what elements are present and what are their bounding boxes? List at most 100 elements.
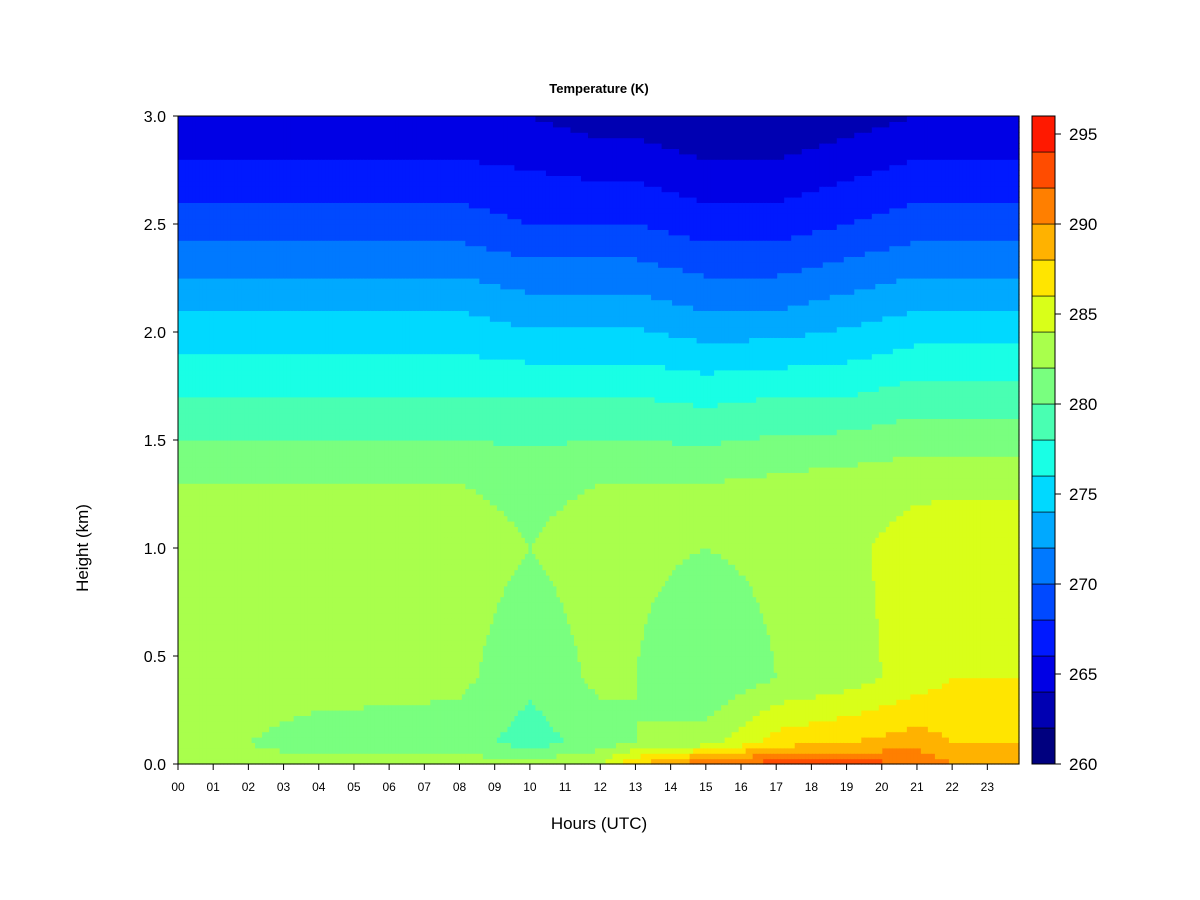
heatmap-cell bbox=[178, 732, 182, 738]
heatmap-cell bbox=[311, 402, 315, 408]
heatmap-cell bbox=[196, 516, 200, 522]
heatmap-cell bbox=[178, 148, 182, 154]
heatmap-cell bbox=[231, 289, 235, 295]
heatmap-cell bbox=[217, 645, 221, 651]
heatmap-cell bbox=[294, 381, 298, 387]
heatmap-cell bbox=[227, 602, 231, 608]
heatmap-cell bbox=[294, 580, 298, 586]
heatmap-cell bbox=[259, 386, 263, 392]
heatmap-cell bbox=[294, 721, 298, 727]
heatmap-cell bbox=[315, 294, 319, 300]
heatmap-cell bbox=[185, 591, 189, 597]
heatmap-cell bbox=[259, 613, 263, 619]
heatmap-cell bbox=[294, 694, 298, 700]
heatmap-cell bbox=[234, 483, 238, 489]
heatmap-cell bbox=[192, 246, 196, 252]
heatmap-cell bbox=[217, 732, 221, 738]
heatmap-cell bbox=[192, 310, 196, 316]
heatmap-cell bbox=[234, 537, 238, 543]
heatmap-cell bbox=[196, 591, 200, 597]
heatmap-cell bbox=[234, 251, 238, 257]
heatmap-cell bbox=[238, 640, 242, 646]
heatmap-cell bbox=[301, 192, 305, 198]
heatmap-cell bbox=[322, 505, 326, 511]
heatmap-cell bbox=[297, 148, 301, 154]
heatmap-cell bbox=[220, 294, 224, 300]
heatmap-cell bbox=[276, 429, 280, 435]
heatmap-cell bbox=[227, 381, 231, 387]
heatmap-cell bbox=[311, 516, 315, 522]
heatmap-cell bbox=[203, 121, 207, 127]
heatmap-cell bbox=[294, 127, 298, 133]
heatmap-cell bbox=[224, 537, 228, 543]
heatmap-cell bbox=[241, 397, 245, 403]
heatmap-cell bbox=[318, 386, 322, 392]
heatmap-cell bbox=[308, 532, 312, 538]
heatmap-cell bbox=[248, 229, 252, 235]
heatmap-cell bbox=[192, 656, 196, 662]
heatmap-cell bbox=[283, 742, 287, 748]
heatmap-cell bbox=[224, 667, 228, 673]
heatmap-cell bbox=[178, 408, 182, 414]
heatmap-cell bbox=[199, 516, 203, 522]
heatmap-cell bbox=[182, 651, 186, 657]
heatmap-cell bbox=[248, 634, 252, 640]
heatmap-cell bbox=[189, 715, 193, 721]
heatmap-cell bbox=[206, 429, 210, 435]
heatmap-cell bbox=[248, 289, 252, 295]
heatmap-cell bbox=[210, 186, 214, 192]
heatmap-cell bbox=[276, 575, 280, 581]
heatmap-cell bbox=[248, 121, 252, 127]
heatmap-cell bbox=[238, 742, 242, 748]
heatmap-cell bbox=[287, 683, 291, 689]
heatmap-cell bbox=[308, 116, 312, 122]
heatmap-cell bbox=[318, 483, 322, 489]
heatmap-cell bbox=[269, 451, 273, 457]
heatmap-cell bbox=[224, 456, 228, 462]
heatmap-cell bbox=[269, 748, 273, 754]
heatmap-cell bbox=[178, 154, 182, 160]
heatmap-cell bbox=[290, 580, 294, 586]
heatmap-cell bbox=[297, 240, 301, 246]
heatmap-cell bbox=[259, 289, 263, 295]
heatmap-cell bbox=[318, 694, 322, 700]
heatmap-cell bbox=[238, 300, 242, 306]
heatmap-cell bbox=[318, 186, 322, 192]
heatmap-cell bbox=[245, 219, 249, 225]
heatmap-cell bbox=[304, 435, 308, 441]
heatmap-cell bbox=[241, 732, 245, 738]
heatmap-cell bbox=[301, 521, 305, 527]
heatmap-cell bbox=[283, 607, 287, 613]
heatmap-cell bbox=[315, 607, 319, 613]
heatmap-cell bbox=[224, 710, 228, 716]
heatmap-cell bbox=[224, 575, 228, 581]
heatmap-cell bbox=[262, 273, 266, 279]
heatmap-cell bbox=[203, 192, 207, 198]
heatmap-cell bbox=[283, 467, 287, 473]
heatmap-cell bbox=[322, 348, 326, 354]
heatmap-cell bbox=[283, 386, 287, 392]
heatmap-cell bbox=[318, 683, 322, 689]
heatmap-cell bbox=[297, 516, 301, 522]
heatmap-cell bbox=[301, 516, 305, 522]
heatmap-cell bbox=[283, 499, 287, 505]
heatmap-cell bbox=[220, 456, 224, 462]
heatmap-cell bbox=[262, 624, 266, 630]
heatmap-cell bbox=[304, 667, 308, 673]
heatmap-cell bbox=[252, 294, 256, 300]
heatmap-cell bbox=[199, 175, 203, 181]
heatmap-cell bbox=[227, 607, 231, 613]
heatmap-cell bbox=[283, 364, 287, 370]
heatmap-cell bbox=[217, 337, 221, 343]
heatmap-cell bbox=[315, 246, 319, 252]
heatmap-cell bbox=[315, 413, 319, 419]
heatmap-cell bbox=[248, 586, 252, 592]
heatmap-cell bbox=[297, 364, 301, 370]
heatmap-cell bbox=[231, 424, 235, 430]
heatmap-cell bbox=[189, 354, 193, 360]
heatmap-cell bbox=[248, 537, 252, 543]
heatmap-cell bbox=[189, 364, 193, 370]
heatmap-cell bbox=[203, 694, 207, 700]
heatmap-cell bbox=[206, 748, 210, 754]
heatmap-cell bbox=[255, 472, 259, 478]
